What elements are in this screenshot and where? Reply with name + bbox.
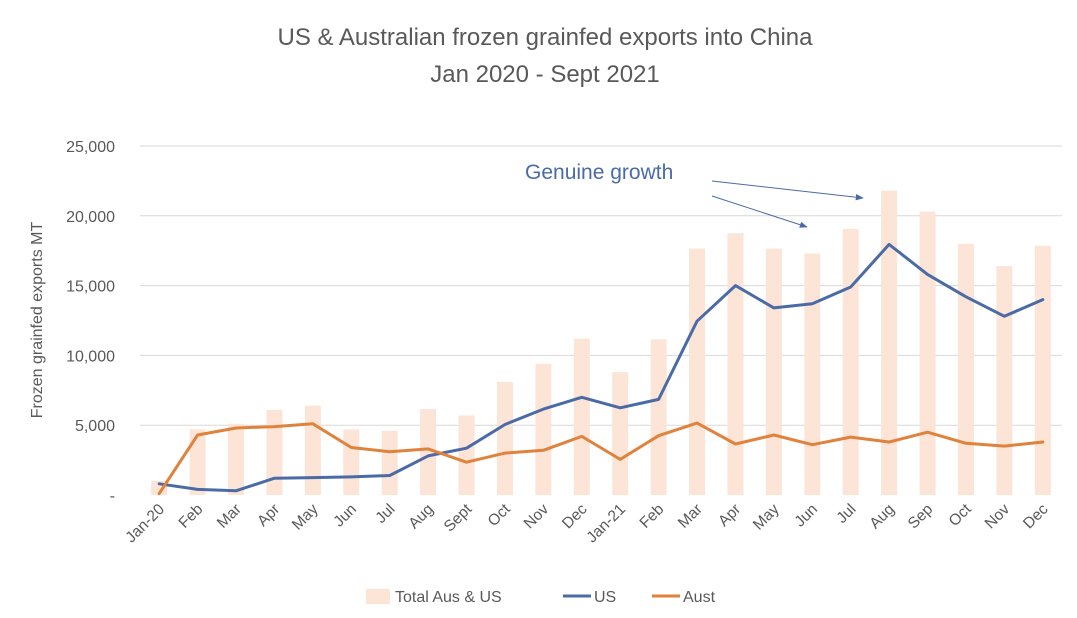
bar-total (420, 409, 437, 495)
bar-total (689, 248, 706, 495)
y-tick-label: - (110, 488, 115, 505)
legend-swatch-total (366, 589, 390, 604)
bar-total (304, 405, 321, 495)
bar-total (881, 190, 898, 495)
bar-total (496, 381, 513, 495)
bar-total (842, 229, 859, 495)
chart-subtitle: Jan 2020 - Sept 2021 (430, 61, 660, 88)
y-tick-label: 10,000 (66, 348, 115, 365)
chart-title: US & Australian frozen grainfed exports … (278, 24, 814, 51)
bar-series-total (151, 190, 1051, 495)
y-axis-ticks: - 5,000 10,000 15,000 20,000 25,000 (66, 139, 115, 505)
bar-total (650, 339, 667, 495)
y-tick-label: 5,000 (75, 418, 115, 435)
bar-total (458, 415, 475, 495)
line-series (157, 242, 1045, 496)
bar-total (957, 243, 974, 495)
bar-total (996, 266, 1013, 495)
legend-label-aust: Aust (683, 589, 716, 606)
bar-total (189, 429, 206, 495)
y-tick-label: 15,000 (66, 279, 115, 296)
annotation-genuine-growth: Genuine growth (525, 161, 673, 184)
bar-total (266, 409, 283, 495)
y-axis-title: Frozen grainfed exports MT (29, 222, 46, 419)
bar-total (573, 338, 590, 495)
bar-total (727, 233, 744, 495)
legend: Total Aus & US US Aust (366, 589, 716, 606)
bar-total (765, 248, 782, 495)
bar-total (919, 211, 936, 495)
annotation: Genuine growth (525, 161, 864, 228)
bar-total (612, 372, 629, 495)
bar-total (535, 363, 552, 495)
bar-total (343, 429, 360, 495)
line-aust (157, 421, 1045, 496)
bar-total (381, 430, 398, 495)
bar-total (1034, 245, 1051, 495)
y-tick-label: 25,000 (66, 139, 115, 156)
legend-label-us: US (594, 589, 616, 606)
y-tick-label: 20,000 (66, 209, 115, 226)
annotation-arrow-1 (711, 180, 864, 201)
bar-total (804, 253, 821, 495)
line-us (157, 242, 1045, 493)
bar-total (228, 423, 245, 495)
annotation-arrow-2 (711, 195, 808, 228)
legend-label-total: Total Aus & US (395, 589, 502, 606)
